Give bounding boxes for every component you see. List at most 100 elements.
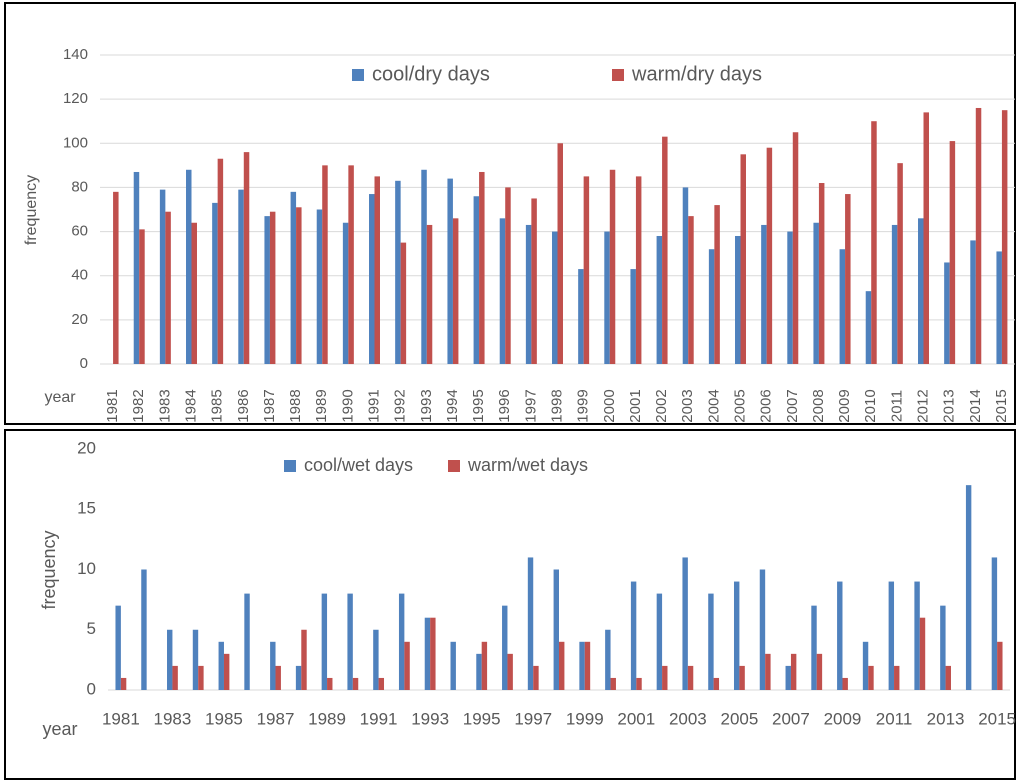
bar (502, 605, 508, 690)
x-tick-label: 2010 (862, 389, 879, 422)
x-tick-label: 2014 (967, 389, 984, 422)
legend-label: cool/dry days (372, 63, 490, 85)
x-tick-label: 1994 (444, 389, 461, 422)
bar (167, 629, 173, 690)
x-tick-label: 1992 (392, 389, 409, 422)
bar (888, 581, 895, 690)
x-tick-label: 2007 (772, 709, 810, 728)
bar (139, 229, 145, 364)
legend-swatch (448, 460, 460, 472)
bar (630, 269, 636, 364)
bar (792, 132, 799, 364)
y-tick-label: 10 (77, 559, 96, 578)
x-tick-label: 2005 (720, 709, 758, 728)
bar (865, 291, 872, 364)
bar (165, 211, 171, 364)
bar (579, 641, 585, 690)
legend-swatch (352, 69, 364, 81)
bar (374, 176, 380, 364)
bar (636, 677, 642, 690)
x-tick-label: 1991 (365, 389, 382, 422)
bar (452, 218, 459, 364)
bar (787, 231, 793, 364)
bar (816, 653, 823, 690)
bar (172, 665, 178, 690)
x-tick-label: 1985 (205, 709, 243, 728)
bar (264, 216, 270, 364)
bar (845, 194, 851, 364)
bar (322, 165, 328, 364)
bar (450, 641, 456, 690)
bar (198, 665, 204, 690)
bar (818, 183, 825, 364)
y-tick-label: 120 (63, 90, 88, 107)
x-tick-label: 1993 (411, 709, 449, 728)
x-tick-label: 2003 (679, 389, 696, 422)
bar (662, 665, 668, 690)
y-tick-label: 80 (71, 178, 88, 195)
x-tick-label: 1995 (463, 709, 501, 728)
bar (740, 154, 746, 364)
bar (713, 677, 720, 690)
x-tick-label: 2015 (978, 709, 1016, 728)
bar (426, 224, 433, 364)
bar (270, 641, 276, 690)
x-tick-label: 2003 (669, 709, 707, 728)
bar (837, 581, 843, 690)
bar (919, 617, 926, 690)
panel-border (4, 2, 1016, 425)
bar (348, 165, 354, 364)
bar (113, 191, 119, 364)
bar (578, 269, 584, 364)
bar (610, 677, 616, 690)
x-tick-label: 2006 (758, 389, 775, 422)
bar (839, 249, 846, 364)
bar (761, 224, 767, 364)
bar (316, 209, 323, 364)
bar (192, 629, 199, 690)
bar (447, 178, 453, 364)
bar (940, 605, 946, 690)
bar (894, 665, 900, 690)
bar (115, 605, 121, 690)
bar (481, 641, 488, 690)
y-tick-label: 20 (71, 311, 88, 328)
bar (505, 187, 511, 364)
bar (708, 593, 714, 690)
bar (682, 187, 689, 364)
bar (133, 171, 140, 364)
bar (269, 211, 276, 364)
panel-border (4, 429, 1016, 780)
x-tick-label: 1996 (496, 389, 513, 422)
bar (733, 581, 740, 690)
bar (790, 653, 797, 690)
y-tick-label: 20 (77, 438, 96, 457)
y-tick-label: 60 (71, 223, 88, 240)
bar (688, 216, 694, 364)
bar (120, 677, 127, 690)
x-tick-label: 2013 (941, 389, 958, 422)
bar (400, 242, 407, 364)
x-tick-label: 2008 (810, 389, 827, 422)
bar (842, 677, 848, 690)
y-tick-label: 40 (71, 267, 88, 284)
bar (244, 593, 250, 690)
bar (527, 557, 534, 690)
bar (923, 112, 929, 364)
legend-label: cool/wet days (304, 455, 413, 475)
bar (918, 218, 924, 364)
bar (186, 169, 192, 364)
bar (662, 136, 668, 364)
bar (739, 665, 745, 690)
x-tick-label: 2013 (927, 709, 965, 728)
legend-swatch (284, 460, 296, 472)
bar (765, 653, 771, 690)
bar (553, 569, 559, 690)
x-tick-label: 2011 (888, 390, 905, 422)
bar (897, 163, 903, 364)
legend-label: warm/dry days (631, 63, 762, 85)
bar (218, 641, 224, 690)
bar (243, 152, 250, 364)
bar (944, 262, 950, 364)
x-tick-label: 2011 (876, 709, 913, 728)
